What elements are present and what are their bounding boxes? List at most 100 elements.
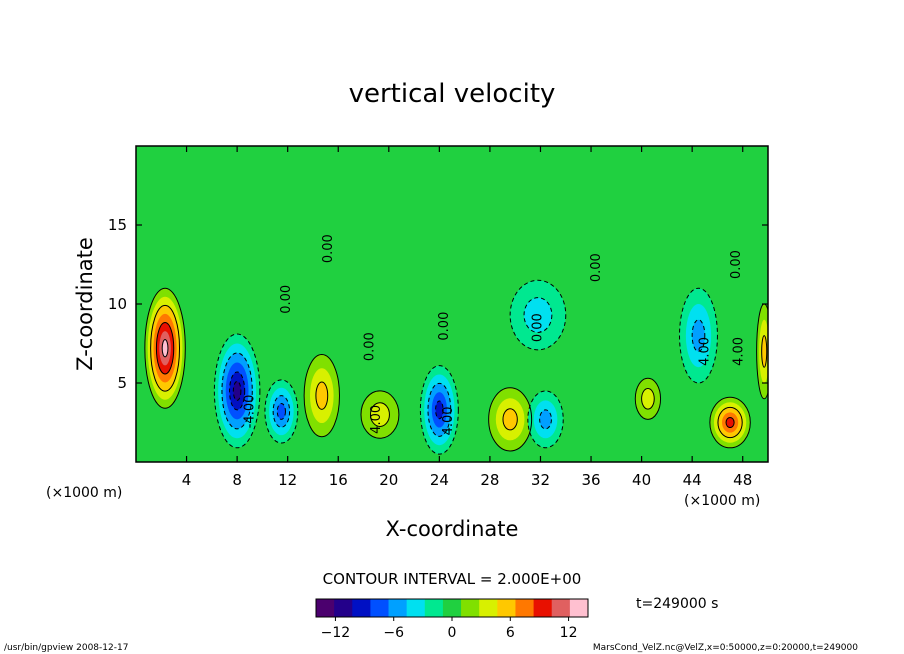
heatmap-level	[761, 335, 767, 368]
contour-label: 4.00	[369, 405, 384, 434]
colorbar-tick-label: 12	[560, 625, 578, 641]
heatmap-cell	[709, 397, 751, 448]
contour-line	[427, 382, 452, 437]
colorbar-swatch	[515, 599, 535, 617]
contour-label: 0.00	[321, 234, 336, 263]
heatmap-level	[315, 381, 328, 410]
y-tick-label: 5	[117, 374, 127, 392]
x-axis: 4 8 12 16 20 24 28 32 36 40 44 48	[182, 146, 752, 489]
contour-line	[369, 402, 390, 427]
heatmap-level	[641, 388, 655, 410]
heatmap-cell	[756, 304, 768, 399]
contour-line	[221, 352, 253, 430]
contour-line	[539, 409, 552, 430]
colorbar-swatch	[461, 599, 480, 617]
contour-line	[634, 377, 662, 420]
time-label: t=249000 s	[636, 596, 718, 612]
contour-label: 0.00	[729, 250, 744, 279]
y-tick-label: 15	[108, 216, 127, 234]
colorbar-tick-label: −6	[383, 625, 404, 641]
x-tick-label: 32	[531, 471, 550, 489]
contour-line	[276, 403, 286, 420]
contour-line	[272, 395, 291, 428]
heatmap-level	[539, 409, 552, 429]
contour-line	[419, 365, 459, 455]
footer-left: /usr/bin/gpview 2008-12-17	[4, 643, 128, 653]
x-tick-label: 20	[379, 471, 398, 489]
contour-line	[144, 287, 186, 409]
colorbar-swatch	[370, 599, 390, 617]
heatmap-cell	[420, 365, 459, 455]
heatmap-cell	[527, 390, 564, 448]
heatmap-cell	[304, 354, 340, 437]
contour-line	[232, 380, 242, 401]
contour-line	[155, 322, 175, 375]
colorbar-swatch	[388, 599, 408, 617]
colorbar-swatch	[334, 599, 353, 617]
colorbar: −12 −6 0 6 12	[315, 598, 589, 641]
x-tick-label: 36	[581, 471, 600, 489]
contour-line	[527, 390, 564, 449]
contour-line	[303, 354, 341, 438]
contour-label: 4.00	[698, 337, 713, 366]
colorbar-swatch	[442, 599, 462, 617]
colorbar-tick-label: 0	[448, 625, 457, 641]
y-tick-label: 10	[108, 295, 127, 313]
heatmap-cell	[360, 390, 399, 439]
heatmap-cell	[264, 379, 298, 444]
colorbar-tick-label: −12	[321, 625, 351, 641]
contour-line	[264, 379, 299, 444]
colorbar-swatch	[424, 599, 444, 617]
contour-line	[213, 333, 261, 449]
x-tick-label: 12	[278, 471, 297, 489]
contour-line	[488, 387, 533, 452]
colorbar-swatch	[497, 599, 516, 617]
colorbar-swatch	[569, 599, 589, 617]
contour-line	[161, 339, 169, 358]
heatmap-level	[435, 401, 444, 419]
contour-line	[761, 335, 768, 368]
contour-label: 0.00	[589, 253, 604, 282]
y-axis-label: Z-coordinate	[73, 237, 97, 371]
contour-labels: 0.00 0.00 0.00 0.00 0.00 0.00 0.00 4.00 4.00 4.00…	[243, 234, 747, 435]
x-tick-label: 4	[182, 471, 192, 489]
contour-line	[641, 388, 655, 410]
contour-line	[509, 279, 567, 351]
footer-right: MarsCond_VelZ.nc@VelZ,x=0:50000,z=0:2000…	[593, 643, 858, 653]
contour-line	[725, 416, 735, 429]
plot-area: 0.00 0.00 0.00 0.00 0.00 0.00 0.00 4.00 4.00 4.00…	[135, 145, 769, 463]
x-tick-label: 16	[329, 471, 348, 489]
x-tick-label: 28	[480, 471, 499, 489]
contour-line	[709, 396, 751, 449]
colorbar-tick-label: 6	[506, 625, 515, 641]
contour-line	[502, 408, 518, 431]
contour-label: 4.00	[441, 406, 456, 435]
contour-label: 0.00	[531, 313, 546, 342]
heatmap-level	[692, 319, 705, 352]
x-tick-label: 40	[632, 471, 651, 489]
heatmap-level	[370, 402, 390, 427]
x-axis-label: X-coordinate	[386, 517, 519, 541]
heatmap-level	[233, 381, 241, 401]
contour-line	[679, 287, 718, 384]
contour-line	[315, 381, 329, 410]
contour-label: 0.00	[279, 285, 294, 314]
colorbar-ticks: −12 −6 0 6 12	[321, 617, 578, 641]
heatmap-cell	[214, 334, 260, 448]
x-tick-label: 8	[232, 471, 242, 489]
heatmap-cell	[510, 280, 566, 350]
chart-title: vertical velocity	[349, 79, 556, 109]
heatmap-level	[277, 403, 286, 420]
x-unit-right: (×1000 m)	[684, 493, 760, 509]
colorbar-swatches	[316, 599, 589, 617]
heatmap-cell	[488, 387, 532, 451]
colorbar-swatch	[551, 599, 571, 617]
contour-line	[435, 400, 444, 420]
contour-interval: CONTOUR INTERVAL = 2.000E+00	[323, 570, 582, 588]
y-axis: 5 10 15	[108, 216, 768, 392]
x-unit-left: (×1000 m)	[46, 485, 122, 501]
contour-label: 0.00	[437, 312, 452, 341]
colorbar-swatch	[533, 599, 553, 617]
contour-line	[691, 319, 706, 352]
